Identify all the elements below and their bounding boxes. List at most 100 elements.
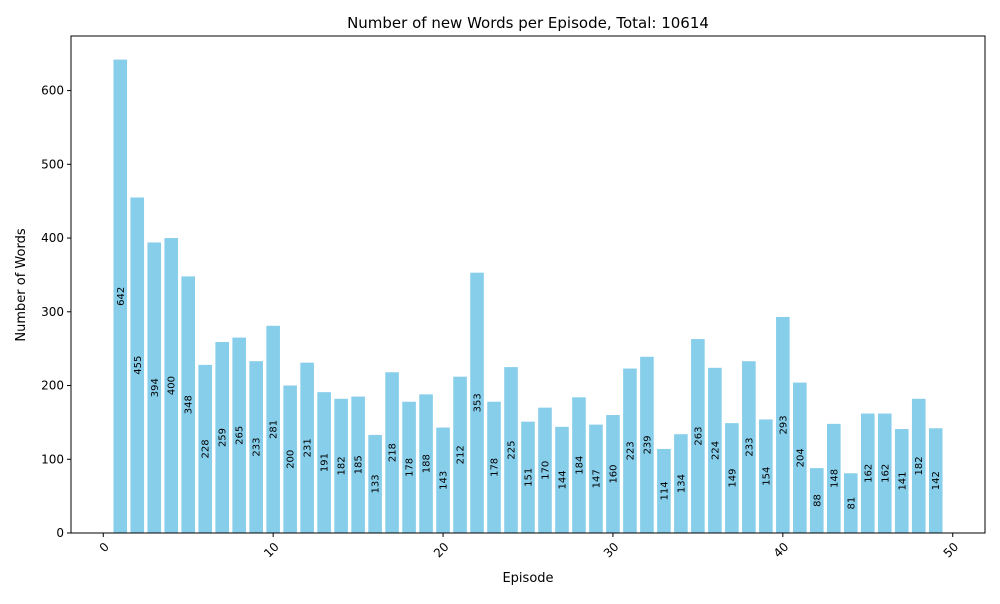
plot-frame [70, 35, 986, 534]
bar-value-label: 212 [456, 445, 467, 464]
bar-episode-37 [725, 423, 739, 533]
bar-value-label: 191 [320, 453, 331, 472]
bar-episode-43 [827, 423, 841, 533]
bar-episode-36 [708, 367, 722, 533]
bar-value-label: 147 [591, 469, 602, 488]
chart-title: Number of new Words per Episode, Total: … [347, 14, 709, 32]
bar-value-label: 200 [286, 450, 297, 469]
bar-episode-45 [860, 413, 875, 533]
bar-episode-7 [215, 342, 229, 533]
bar-episode-41 [793, 382, 807, 533]
y-tick-label: 200 [41, 379, 64, 393]
bar-episode-13 [317, 392, 331, 533]
bar-value-label: 142 [931, 471, 942, 490]
bar-value-label: 223 [625, 441, 636, 460]
bar-episode-24 [504, 367, 518, 533]
bar-episode-34 [674, 434, 688, 533]
bar-value-label: 293 [778, 415, 789, 434]
bar-episode-30 [606, 415, 620, 533]
bar-value-label: 154 [761, 467, 772, 486]
bar-value-label: 184 [574, 456, 585, 475]
bar-episode-47 [894, 429, 909, 533]
bar-value-label: 81 [846, 497, 857, 510]
bar-value-label: 185 [354, 455, 365, 474]
bar-episode-28 [572, 397, 586, 533]
bar-value-label: 134 [676, 474, 687, 493]
y-tick-label: 0 [56, 526, 64, 540]
bar-episode-14 [334, 398, 348, 533]
bar-episode-35 [691, 339, 705, 533]
bar-value-label: 224 [710, 441, 721, 460]
x-tick-label: 40 [771, 540, 792, 561]
bar-value-label: 170 [540, 461, 551, 480]
bar-episode-5 [181, 276, 196, 533]
bar-value-label: 353 [473, 393, 484, 412]
bar-episode-29 [589, 424, 603, 533]
bar-value-label: 88 [812, 494, 823, 507]
bar-episode-19 [419, 394, 433, 533]
bar-episode-31 [623, 368, 637, 533]
bar-episode-32 [640, 356, 654, 533]
bar-value-label: 182 [914, 456, 925, 475]
x-axis-label: Episode [502, 571, 553, 586]
bar-value-label: 182 [337, 456, 348, 475]
bar-episode-22 [470, 272, 484, 533]
bar-episode-17 [385, 372, 399, 533]
bar-value-label: 143 [439, 471, 450, 490]
bar-episode-1 [113, 59, 128, 533]
bar-episode-46 [877, 413, 892, 533]
bar-episode-8 [232, 337, 246, 533]
bar-episode-12 [300, 362, 314, 533]
x-tick-label: 10 [261, 540, 282, 561]
bar-value-label: 149 [727, 469, 738, 488]
y-axis-ticks: 0 100 200 300 400 500 600 [41, 84, 71, 540]
bar-episode-42 [810, 468, 824, 533]
bar-episode-44 [843, 473, 858, 533]
y-tick-label: 600 [41, 84, 64, 98]
bar-episode-40 [776, 316, 790, 533]
bar-episode-16 [368, 434, 382, 533]
bar-episode-25 [521, 421, 535, 533]
bar-value-label: 162 [880, 464, 891, 483]
bar-value-label: 239 [642, 435, 653, 454]
y-axis-label: Number of Words [14, 228, 29, 341]
bars-group [113, 59, 943, 534]
bar-episode-3 [147, 242, 162, 533]
bar-value-label: 348 [184, 395, 195, 414]
bar-value-label: 162 [863, 464, 874, 483]
bar-value-label: 455 [133, 356, 144, 375]
bar-value-label: 231 [303, 438, 314, 457]
bar-episode-21 [453, 376, 467, 533]
bar-episode-4 [164, 238, 179, 534]
bar-episode-15 [351, 396, 365, 533]
bar-value-label: 133 [371, 474, 382, 493]
bar-value-label: 233 [252, 438, 263, 457]
bar-episode-9 [249, 361, 263, 533]
bar-value-label: 400 [167, 376, 178, 395]
bar-value-label: 148 [829, 469, 840, 488]
y-tick-label: 300 [41, 305, 64, 319]
bar-episode-38 [742, 361, 756, 533]
bar-episode-49 [928, 428, 943, 533]
bar-value-label: 265 [235, 426, 246, 445]
bar-value-label: 259 [218, 428, 229, 447]
bar-labels-group: 642 455 394 400 348 228 259 265 233 281 200 231 191 1… [116, 287, 942, 510]
x-tick-label: 50 [941, 540, 962, 561]
bar-value-label: 642 [116, 287, 127, 306]
bar-value-label: 141 [897, 471, 908, 490]
x-tick-label: 20 [431, 540, 452, 561]
bar-value-label: 178 [490, 458, 501, 477]
bar-value-label: 114 [659, 481, 670, 500]
bar-value-label: 218 [388, 443, 399, 462]
y-tick-label: 400 [41, 231, 64, 245]
bar-value-label: 281 [269, 420, 280, 439]
bar-value-label: 263 [693, 426, 704, 445]
bar-episode-23 [487, 401, 501, 533]
bar-episode-11 [283, 385, 297, 533]
bar-value-label: 233 [744, 438, 755, 457]
bar-value-label: 188 [422, 454, 433, 473]
x-tick-label: 0 [97, 540, 112, 555]
bar-value-label: 204 [795, 448, 806, 467]
